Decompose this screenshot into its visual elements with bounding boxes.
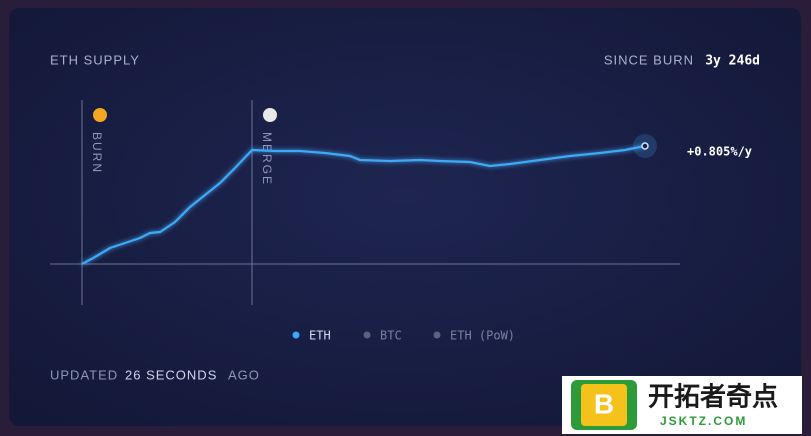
legend-label[interactable]: ETH (PoW) [450,329,515,343]
event-icon [263,108,277,122]
legend-label[interactable]: BTC [380,329,402,343]
footer-text: UPDATED [50,367,118,382]
legend-swatch[interactable] [292,331,300,339]
watermark-title: 开拓者奇点 [648,382,778,413]
legend-label[interactable]: ETH [309,329,331,343]
watermark: B 开拓者奇点 JSKTZ.COM [562,376,802,434]
watermark-url: JSKTZ.COM [660,414,747,428]
watermark-logo [581,384,627,426]
footer-time: 26 SECONDS [125,367,217,382]
footer-text: AGO [228,367,260,382]
legend-swatch[interactable] [363,331,371,339]
line [81,144,646,265]
since-label: SINCE BURN [604,52,694,67]
chart-title: ETH SUPPLY [50,52,140,67]
legend-swatch[interactable] [433,331,441,339]
end-label: +0.805%/y [687,145,752,159]
event-icon [93,108,107,122]
since-value: 3y 246d [705,54,760,69]
end-point [641,142,649,150]
event-label: MERGE [260,132,274,186]
card [9,8,801,426]
svg-text:B: B [594,388,614,419]
event-label: BURN [90,132,104,174]
